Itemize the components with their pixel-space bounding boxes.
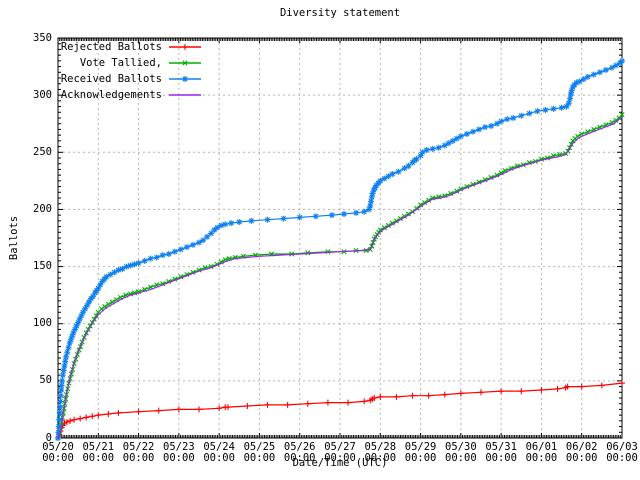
x-tick-label: 05/27 00:00 — [324, 441, 356, 464]
y-tick-label: 150 — [33, 260, 52, 273]
y-tick-label: 300 — [33, 88, 52, 101]
x-tick-label: 05/20 00:00 — [42, 441, 74, 464]
axis-border — [57, 37, 623, 439]
x-tick-label: 05/21 00:00 — [82, 441, 115, 464]
x-tick-label: 05/24 00:00 — [203, 441, 235, 464]
legend: Rejected Ballots Vote Tallied, Received … — [60, 39, 203, 103]
legend-row-tallied: Vote Tallied, — [60, 55, 203, 71]
series-markers-0 — [55, 380, 625, 441]
legend-row-received: Received Ballots — [60, 71, 203, 87]
x-tick-label: 05/28 00:00 — [364, 441, 397, 464]
y-tick-label: 250 — [33, 145, 52, 158]
legend-row-acknowledgements: Acknowledgements — [60, 87, 203, 103]
y-tick-label: 0 — [45, 431, 52, 444]
legend-sample-received-line-icon — [169, 76, 201, 82]
y-tick-label: 350 — [33, 31, 52, 44]
x-tick-label: 05/25 00:00 — [243, 441, 276, 464]
x-tick-label: 06/03 00:00 — [606, 441, 638, 464]
x-axis-title: Date/Time (UTC) — [292, 457, 388, 469]
grid-lines — [58, 38, 622, 438]
x-tick-label: 06/02 00:00 — [565, 441, 598, 464]
x-tick-label: 05/22 00:00 — [122, 441, 155, 464]
x-tick-label: 05/30 00:00 — [445, 441, 477, 464]
legend-label-acknowledgements: Acknowledgements — [60, 89, 162, 101]
legend-label-vote-tallied: Vote Tallied, — [79, 57, 162, 69]
legend-sample-ack-line-icon — [169, 94, 201, 96]
y-tick-label: 200 — [33, 202, 52, 215]
series-markers-2 — [55, 57, 625, 441]
x-tick-label: 05/29 00:00 — [404, 441, 437, 464]
x-tick-label: 05/31 00:00 — [485, 441, 517, 464]
y-tick-label: 50 — [39, 374, 52, 387]
legend-sample-rejected-line-icon — [169, 44, 201, 50]
x-tick-label: 05/26 00:00 — [283, 441, 316, 464]
legend-label-received-ballots: Received Ballots — [60, 73, 162, 85]
chart-title: Diversity statement — [279, 7, 401, 19]
x-tick-label: 05/23 00:00 — [163, 441, 195, 464]
x-tick-label: 06/01 00:00 — [525, 441, 558, 464]
y-tick-label: 100 — [33, 317, 52, 330]
legend-sample-tallied-line-icon — [169, 60, 201, 66]
legend-row-rejected: Rejected Ballots — [60, 39, 203, 55]
series-line-3 — [57, 116, 623, 439]
legend-label-rejected-ballots: Rejected Ballots — [60, 41, 162, 53]
